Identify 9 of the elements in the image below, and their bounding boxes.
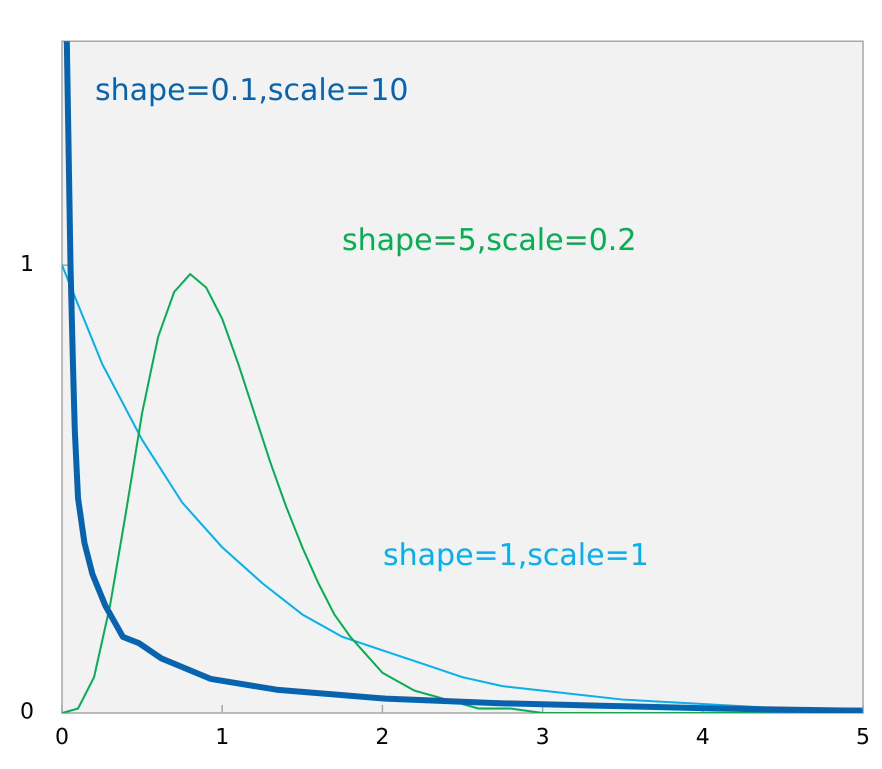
x-tick-label: 4 (696, 724, 710, 750)
series-label: shape=0.1,scale=10 (95, 72, 409, 108)
x-tick-label: 5 (856, 724, 870, 750)
text: shape=1,scale=1 (383, 538, 649, 573)
x-tick-label: 2 (375, 724, 390, 750)
x-tick-label: 0 (55, 724, 69, 750)
x-tick-label: 1 (215, 724, 230, 750)
text: shape=5,scale=0.2 (342, 222, 636, 258)
x-tick-label: 3 (536, 724, 550, 750)
